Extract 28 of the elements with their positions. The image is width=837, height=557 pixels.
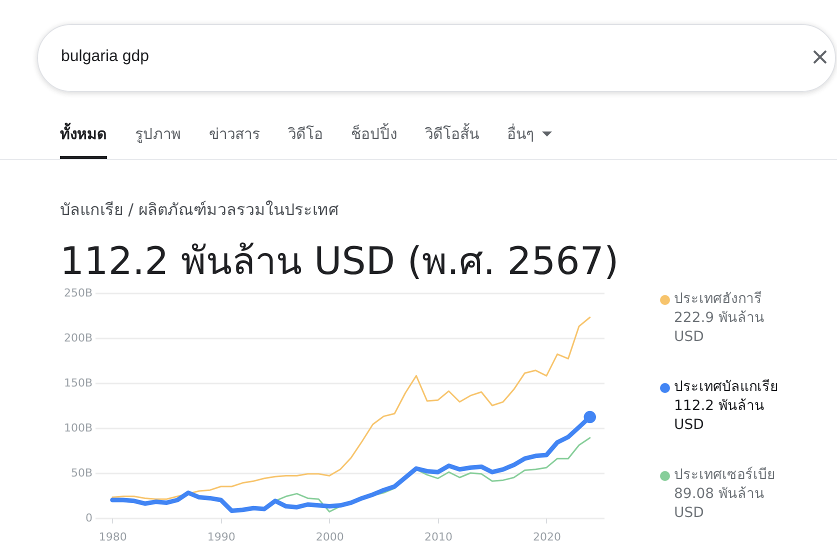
y-tick-label: 250B [64,286,92,300]
y-tick-label: 200B [64,332,92,344]
x-tick-label: 2020 [532,530,561,544]
y-tick-label: 150B [64,376,92,390]
text: อื่นๆ [507,122,534,145]
y-tick-label: 100B [64,422,92,434]
text: วิดีโอ [288,124,323,145]
x-tick-label: 2000 [316,530,344,544]
text: ข่าวสาร [209,124,260,145]
x-tick-label: 2010 [424,530,452,544]
legend-label: ประเทศฮังการี [674,290,763,309]
y-tick-label: 0 [86,512,92,524]
legend-label: ประเทศบัลแกเรีย [674,378,778,397]
chart-subtitle: บัลแกเรีย / ผลิตภัณฑ์มวลรวมในประเทศ [60,199,339,221]
text: 89.08 พันล้าน USD [674,485,766,523]
text: 112.2 พันล้าน USD [674,397,766,435]
x-tick-label: 1980 [98,530,127,544]
y-tick-label: 50B [70,466,92,480]
x-tick-label: 1990 [207,530,236,544]
chart-title: 112.2 พันล้าน USD (พ.ศ. 2567) [60,239,619,283]
text: 222.9 พันล้าน USD [674,309,766,347]
text: bulgaria gdp [61,48,150,66]
line-series [112,316,591,500]
text: ช็อปปิ้ง [351,122,397,145]
text: วิดีโอสั้น [425,122,479,145]
text: ทั้งหมด [60,122,107,145]
legend-label: ประเทศเซอร์เบีย [674,466,776,485]
text: รูปภาพ [135,124,181,145]
